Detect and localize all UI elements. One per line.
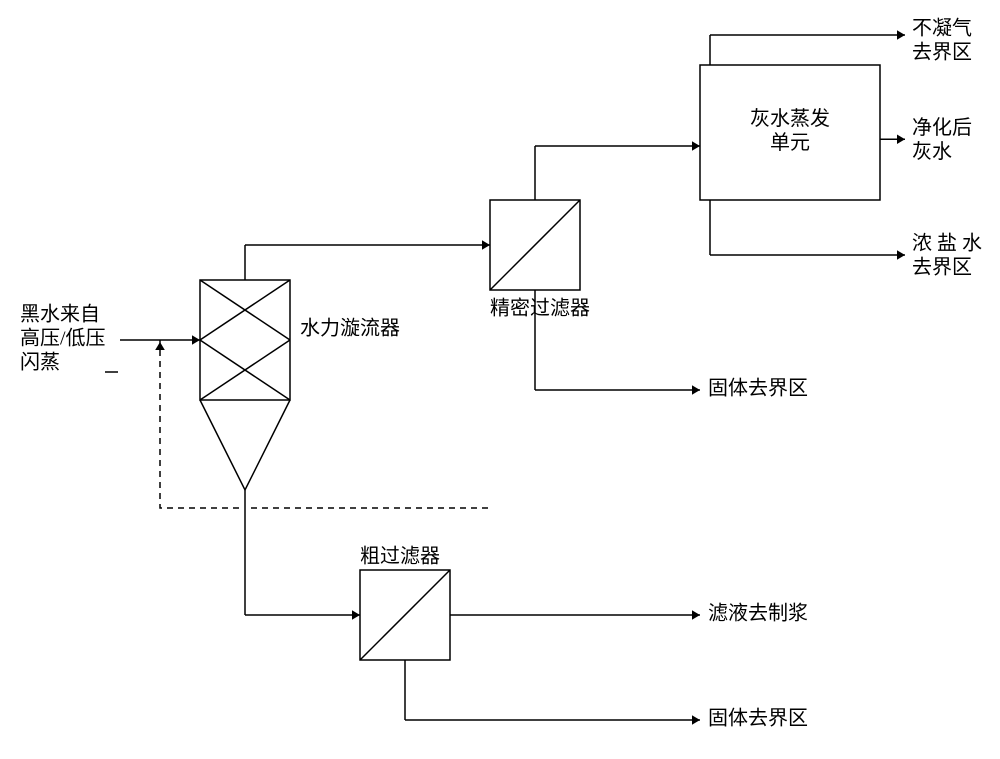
svg-text:粗过滤器: 粗过滤器 <box>360 545 440 568</box>
svg-text:灰水: 灰水 <box>912 140 952 163</box>
svg-text:水力漩流器: 水力漩流器 <box>300 317 400 340</box>
svg-text:闪蒸: 闪蒸 <box>20 351 60 374</box>
process-flow-diagram: 黑水来自高压/低压闪蒸水力漩流器精密过滤器灰水蒸发单元不凝气去界区净化后灰水浓 … <box>0 0 1000 759</box>
svg-text:滤液去制浆: 滤液去制浆 <box>708 602 808 625</box>
svg-text:高压/低压: 高压/低压 <box>20 327 106 350</box>
svg-text:黑水来自: 黑水来自 <box>20 303 100 326</box>
svg-text:净化后: 净化后 <box>912 116 972 139</box>
svg-text:去界区: 去界区 <box>912 256 972 279</box>
svg-text:不凝气: 不凝气 <box>912 17 972 40</box>
svg-text:灰水蒸发: 灰水蒸发 <box>750 107 830 130</box>
svg-text:精密过滤器: 精密过滤器 <box>490 297 590 320</box>
svg-text:单元: 单元 <box>770 131 810 154</box>
svg-text:去界区: 去界区 <box>912 41 972 64</box>
svg-text:固体去界区: 固体去界区 <box>708 377 808 400</box>
svg-text:浓 盐 水: 浓 盐 水 <box>912 232 982 255</box>
svg-text:固体去界区: 固体去界区 <box>708 707 808 730</box>
